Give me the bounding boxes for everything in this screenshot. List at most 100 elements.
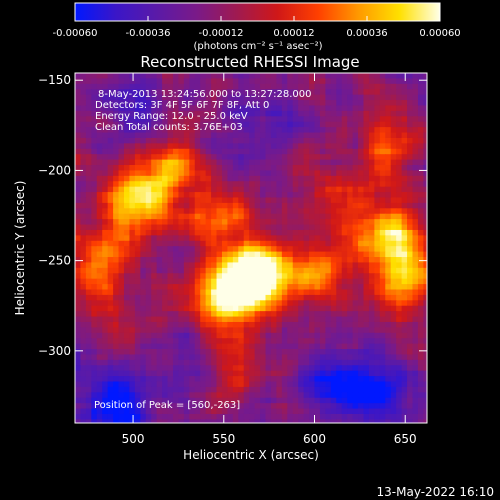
heatmap-cell: [216, 165, 223, 171]
heatmap-cell: [205, 229, 212, 236]
heatmap-cell: [336, 392, 343, 399]
heatmap-cell: [423, 338, 427, 345]
heatmap-cell: [330, 100, 337, 106]
heatmap-cell: [276, 300, 283, 307]
heatmap-cell: [183, 273, 190, 280]
heatmap-cell: [167, 349, 174, 355]
heatmap-cell: [123, 208, 130, 215]
heatmap-cell: [91, 332, 98, 339]
heatmap-cell: [330, 127, 337, 134]
heatmap-cell: [363, 262, 370, 269]
heatmap-cell: [118, 408, 125, 415]
heatmap-cell: [292, 105, 299, 112]
heatmap-cell: [423, 311, 427, 318]
heatmap-cell: [341, 343, 348, 350]
heatmap-cell: [319, 192, 326, 198]
heatmap-cell: [368, 170, 375, 177]
heatmap-cell: [423, 327, 427, 334]
heatmap-cell: [254, 143, 261, 150]
heatmap-cell: [417, 181, 424, 188]
heatmap-cell: [358, 321, 364, 328]
heatmap-cell: [330, 386, 337, 393]
heatmap-cell: [107, 397, 114, 404]
heatmap-cell: [189, 300, 196, 307]
heatmap-cell: [265, 251, 272, 258]
heatmap-cell: [417, 376, 424, 383]
heatmap-cell: [417, 110, 424, 117]
heatmap-cell: [96, 397, 103, 404]
heatmap-cell: [221, 170, 228, 177]
heatmap-cell: [238, 327, 245, 334]
heatmap-cell: [145, 294, 152, 301]
heatmap-cell: [254, 403, 261, 410]
heatmap-cell: [396, 143, 403, 150]
heatmap-cell: [260, 365, 267, 372]
heatmap-cell: [134, 251, 141, 258]
heatmap-cell: [162, 354, 169, 361]
heatmap-cell: [129, 278, 136, 285]
heatmap-cell: [276, 316, 283, 323]
heatmap-cell: [75, 376, 81, 383]
heatmap-cell: [309, 267, 316, 274]
heatmap-cell: [374, 294, 381, 301]
heatmap-cell: [91, 294, 98, 301]
heatmap-cell: [145, 408, 152, 415]
heatmap-cell: [385, 284, 392, 290]
heatmap-cell: [243, 143, 250, 150]
heatmap-cell: [221, 408, 228, 415]
heatmap-cell: [287, 403, 294, 410]
heatmap-cell: [129, 327, 136, 334]
heatmap-cell: [363, 273, 370, 280]
heatmap-cell: [374, 321, 381, 328]
heatmap-cell: [123, 349, 130, 355]
heatmap-cell: [401, 137, 408, 144]
heatmap-cell: [303, 381, 310, 388]
heatmap-cell: [390, 397, 397, 404]
heatmap-cell: [107, 294, 114, 301]
heatmap-cell: [325, 202, 332, 209]
heatmap-cell: [276, 376, 283, 383]
heatmap-cell: [287, 208, 294, 215]
heatmap-cell: [232, 116, 239, 123]
heatmap-cell: [298, 321, 305, 328]
heatmap-cell: [407, 262, 413, 269]
heatmap-cell: [216, 284, 223, 290]
heatmap-cell: [374, 154, 381, 161]
heatmap-cell: [368, 419, 375, 423]
heatmap-cell: [85, 365, 92, 372]
heatmap-cell: [298, 397, 305, 404]
heatmap-cell: [265, 403, 272, 410]
heatmap-cell: [309, 73, 316, 79]
heatmap-cell: [358, 73, 364, 79]
heatmap-cell: [113, 403, 120, 410]
heatmap-cell: [140, 240, 147, 247]
heatmap-cell: [102, 365, 109, 372]
heatmap-cell: [183, 262, 190, 269]
heatmap-cell: [254, 370, 261, 377]
heatmap-cell: [368, 262, 375, 269]
heatmap-cell: [118, 316, 125, 323]
heatmap-cell: [319, 219, 326, 226]
heatmap-cell: [254, 73, 261, 79]
heatmap-cell: [113, 208, 120, 215]
heatmap-cell: [200, 89, 207, 96]
heatmap-cell: [390, 235, 397, 242]
heatmap-cell: [243, 321, 250, 328]
heatmap-cell: [113, 251, 120, 258]
heatmap-cell: [113, 170, 120, 177]
heatmap-cell: [96, 137, 103, 144]
heatmap-cell: [238, 219, 245, 226]
heatmap-cell: [172, 386, 179, 393]
heatmap-cell: [265, 359, 272, 366]
heatmap-cell: [363, 110, 370, 117]
heatmap-cell: [167, 127, 174, 134]
heatmap-cell: [243, 105, 250, 112]
heatmap-cell: [379, 392, 386, 399]
heatmap-cell: [123, 175, 130, 182]
heatmap-cell: [156, 89, 163, 96]
heatmap-cell: [281, 219, 288, 226]
heatmap-cell: [303, 349, 310, 355]
heatmap-cell: [281, 170, 288, 177]
heatmap-cell: [91, 159, 98, 166]
heatmap-cell: [309, 105, 316, 112]
